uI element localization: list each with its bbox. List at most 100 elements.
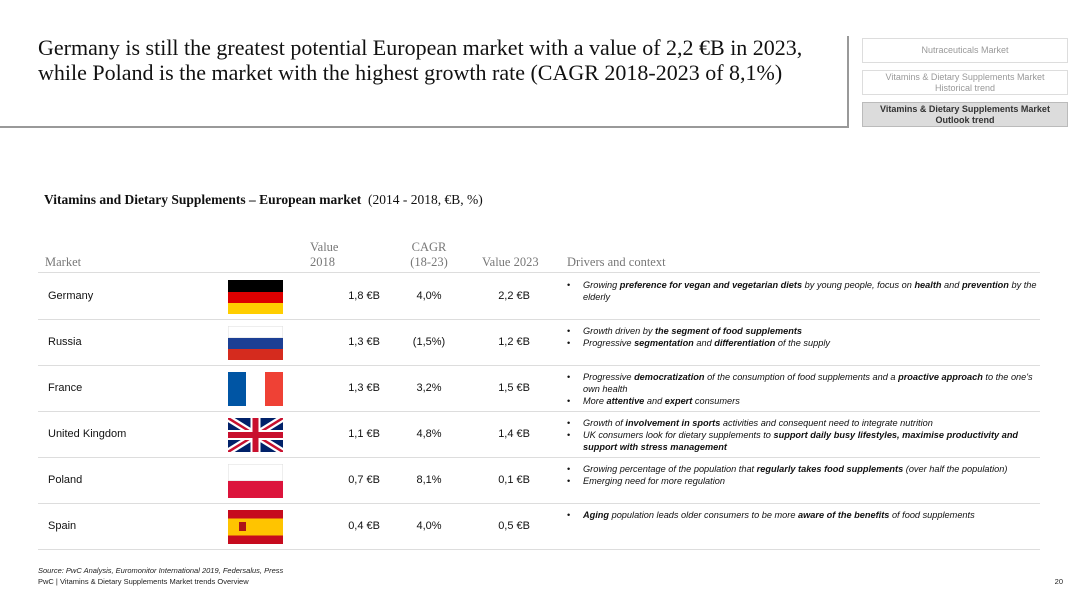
driver-bullet: Progressive segmentation and differentia…	[567, 337, 1037, 349]
title-border	[847, 36, 849, 128]
driver-text: Progressive	[583, 338, 635, 348]
market-name: France	[48, 382, 83, 394]
column-header: Drivers and context	[567, 255, 666, 269]
driver-text: activities and consequent need to integr…	[720, 418, 933, 428]
driver-bullet: UK consumers look for dietary supplement…	[567, 429, 1037, 453]
driver-text: and	[693, 338, 715, 348]
drivers: Progressive democratization of the consu…	[567, 371, 1037, 407]
driver-bold: Aging	[583, 510, 610, 520]
flag-part	[228, 481, 283, 498]
nav-item: Vitamins & Dietary Supplements Market Hi…	[862, 70, 1068, 95]
cagr: 8,1%	[416, 474, 442, 486]
flag-part	[228, 372, 246, 406]
cagr: 4,8%	[416, 428, 442, 440]
flag	[228, 372, 283, 406]
source: Source: PwC Analysis, Euromonitor Intern…	[38, 566, 284, 575]
value-2018: 1,3 €B	[348, 382, 380, 394]
table-title-main: Vitamins and Dietary Supplements – Europ…	[44, 192, 362, 207]
value-2023: 1,4 €B	[498, 428, 530, 440]
driver-text: Growing percentage of the population tha…	[583, 464, 757, 474]
driver-text: Growth driven by	[583, 326, 655, 336]
driver-text: (over half the population)	[903, 464, 1008, 474]
driver-text: and	[941, 280, 962, 290]
column-header: Market	[45, 255, 82, 269]
driver-bullet: More attentive and expert consumers	[567, 395, 1037, 407]
driver-text: Growing	[583, 280, 620, 290]
market-name: Russia	[48, 336, 82, 348]
value-2023: 2,2 €B	[498, 290, 530, 302]
flag	[228, 418, 283, 452]
driver-bold: segmentation	[634, 338, 694, 348]
flag	[228, 280, 283, 314]
driver-bold: involvement in sports	[625, 418, 721, 428]
flag-part	[239, 522, 246, 531]
value-2023: 0,1 €B	[498, 474, 530, 486]
driver-text: Progressive	[583, 372, 635, 382]
driver-text: UK consumers look for dietary supplement…	[583, 430, 774, 440]
driver-text: More	[583, 396, 607, 406]
driver-bold: prevention	[961, 280, 1009, 290]
value-2018: 0,4 €B	[348, 520, 380, 532]
driver-bold: expert	[664, 396, 693, 406]
driver-text: of food supplements	[889, 510, 975, 520]
driver-bullet: Aging population leads older consumers t…	[567, 509, 1037, 521]
driver-text: and	[644, 396, 665, 406]
row-rule	[38, 549, 1040, 550]
driver-bold: attentive	[606, 396, 645, 406]
drivers: Growth driven by the segment of food sup…	[567, 325, 1037, 349]
driver-text: consumers	[692, 396, 740, 406]
flag	[228, 510, 283, 544]
flag-part	[246, 372, 265, 406]
nav-item: Vitamins & Dietary Supplements Market Ou…	[862, 102, 1068, 127]
driver-bullet: Emerging need for more regulation	[567, 475, 1037, 487]
row-rule	[38, 411, 1040, 412]
driver-text: of the supply	[775, 338, 830, 348]
driver-bullet: Progressive democratization of the consu…	[567, 371, 1037, 395]
driver-bold: health	[914, 280, 942, 290]
driver-text: of the consumption of food supplements a…	[704, 372, 899, 382]
slide-title: Germany is still the greatest potential …	[38, 35, 803, 85]
driver-bullet: Growing percentage of the population tha…	[567, 463, 1037, 475]
driver-bold: regularly takes food supplements	[756, 464, 904, 474]
flag-part	[228, 338, 283, 349]
value-2018: 1,3 €B	[348, 336, 380, 348]
page-number: 20	[1054, 577, 1063, 586]
driver-text: by young people, focus on	[802, 280, 915, 290]
driver-bold: democratization	[634, 372, 705, 382]
driver-text: to the one's own health	[583, 372, 1033, 394]
flag-part	[228, 303, 283, 314]
table-title: Vitamins and Dietary Supplements – Europ…	[44, 192, 483, 208]
driver-bold: proactive approach	[898, 372, 983, 382]
flag-part	[228, 464, 283, 482]
nav-item: Nutraceuticals Market	[862, 38, 1068, 63]
drivers: Aging population leads older consumers t…	[567, 509, 1037, 521]
flag-part	[228, 280, 283, 292]
market-name: Poland	[48, 474, 83, 486]
flag-part	[228, 292, 283, 303]
column-header: Value 2023	[482, 255, 539, 269]
flag-part	[228, 349, 283, 360]
driver-bold: aware of the benefits	[798, 510, 890, 520]
cagr: 4,0%	[416, 520, 442, 532]
market-name: United Kingdom	[48, 428, 127, 440]
flag-part	[228, 326, 283, 339]
column-header: CAGR (18-23)	[410, 240, 448, 269]
value-2018: 1,8 €B	[348, 290, 380, 302]
drivers: Growing preference for vegan and vegetar…	[567, 279, 1037, 303]
value-2018: 0,7 €B	[348, 474, 380, 486]
market-name: Germany	[48, 290, 94, 302]
driver-text: Growth of	[583, 418, 626, 428]
header-rule	[38, 272, 1040, 273]
title-underline	[0, 126, 849, 128]
footer-text: PwC | Vitamins & Dietary Supplements Mar…	[38, 577, 249, 586]
drivers: Growing percentage of the population tha…	[567, 463, 1037, 487]
driver-text: by the elderly	[583, 280, 1037, 302]
driver-bold: preference for vegan and vegetarian diet…	[619, 280, 803, 290]
flag-part	[265, 372, 283, 406]
value-2018: 1,1 €B	[348, 428, 380, 440]
row-rule	[38, 319, 1040, 320]
flag	[228, 326, 283, 360]
row-rule	[38, 457, 1040, 458]
cagr: 3,2%	[416, 382, 442, 394]
